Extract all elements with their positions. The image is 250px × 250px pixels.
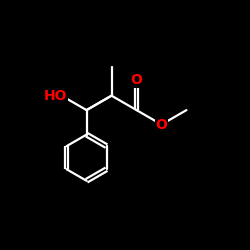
Text: HO: HO — [44, 89, 68, 103]
Text: O: O — [130, 73, 142, 87]
Text: O: O — [156, 118, 168, 132]
